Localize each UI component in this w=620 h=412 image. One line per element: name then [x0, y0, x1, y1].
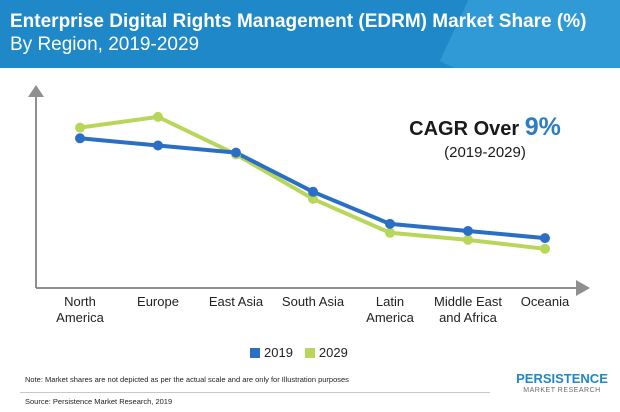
legend-item-2029: 2029: [304, 345, 348, 360]
x-tick-label-3: South Asia: [281, 294, 345, 309]
data-point-2019-4: [385, 218, 395, 229]
cagr-callout: CAGR Over 9% (2019-2029): [400, 113, 570, 161]
legend-label-2029: 2029: [318, 345, 348, 360]
cagr-period: (2019-2029): [444, 144, 526, 161]
data-point-2029-3: [308, 193, 318, 204]
chart-legend: 2019 2029: [250, 345, 360, 360]
x-tick-label-2: East Asia: [208, 294, 264, 309]
legend-swatch-2019: [250, 347, 260, 358]
x-axis-arrow: [576, 280, 590, 296]
source-text: Source: Persistence Market Research, 201…: [25, 397, 173, 406]
data-point-2029-1: [153, 111, 163, 122]
chart-header: Enterprise Digital Rights Management (ED…: [0, 0, 620, 68]
data-point-2029-4: [385, 227, 395, 238]
footnote: Note: Market shares are not depicted as …: [25, 375, 349, 384]
legend-label-2019: 2019: [264, 345, 293, 360]
footer-divider: [20, 392, 490, 393]
legend-item-2019: 2019: [250, 345, 293, 360]
title-line-1: Enterprise Digital Rights Management (ED…: [10, 11, 587, 32]
data-point-2019-5: [463, 226, 473, 236]
data-point-2029-6: [540, 243, 550, 254]
company-logo: PERSISTENCE MARKET RESEARCH: [512, 372, 612, 395]
data-point-2019-3: [308, 186, 318, 197]
data-point-2029-5: [463, 234, 473, 245]
x-tick-label-4: Latin America: [366, 294, 414, 325]
data-point-2019-6: [540, 233, 550, 244]
data-point-2029-0: [75, 122, 85, 133]
title-line-2: By Region, 2019-2029: [10, 34, 200, 55]
data-point-2019-2: [231, 147, 241, 158]
x-tick-label-0: North America: [56, 294, 104, 325]
line-chart: [28, 85, 590, 296]
cagr-headline: CAGR Over 9%: [400, 113, 570, 142]
cagr-prefix: CAGR Over: [409, 118, 525, 140]
data-point-2019-1: [153, 140, 163, 151]
cagr-value: 9%: [524, 113, 561, 141]
x-tick-label-5: Middle East and Africa: [434, 294, 502, 325]
chart-title: Enterprise Digital Rights Management (ED…: [10, 10, 586, 56]
x-tick-label-1: Europe: [137, 294, 179, 309]
y-axis-arrow: [28, 85, 44, 97]
logo-subtitle: MARKET RESEARCH: [523, 387, 601, 394]
data-point-2019-0: [75, 133, 85, 144]
legend-swatch-2029: [304, 347, 315, 358]
logo-name: PERSISTENCE: [516, 371, 608, 386]
x-tick-label-6: Oceania: [520, 294, 570, 309]
